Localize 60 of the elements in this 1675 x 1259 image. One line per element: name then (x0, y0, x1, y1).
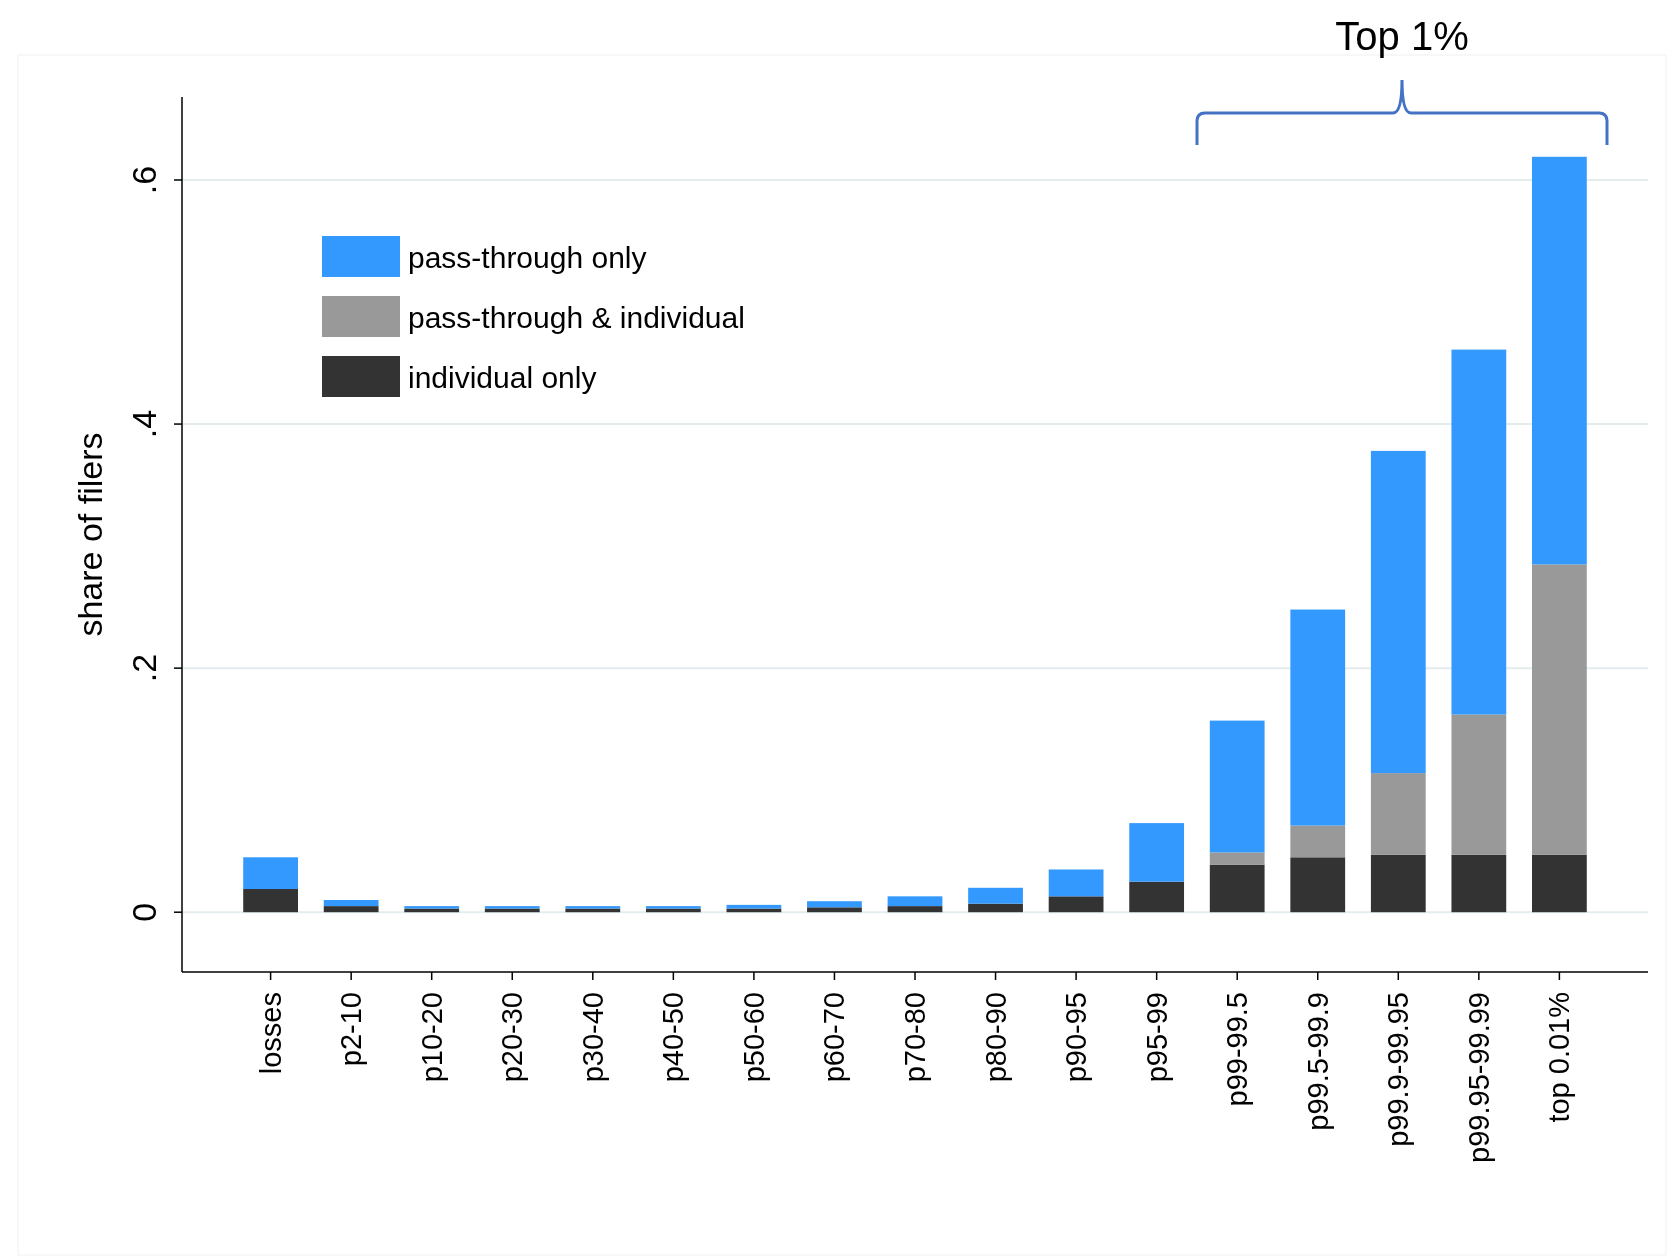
x-tick-label: p99.95-99.99 (1462, 992, 1495, 1163)
bar (968, 903, 1023, 913)
bar (323, 900, 379, 907)
bar (1451, 714, 1507, 855)
y-tick-label: 0 (125, 902, 163, 922)
bar (1370, 773, 1426, 855)
bar (1209, 864, 1265, 913)
x-tick-label: p10-20 (415, 992, 448, 1083)
x-tick-label: p99-99.5 (1221, 992, 1254, 1107)
x-tick-label: p60-70 (818, 992, 851, 1083)
bar (404, 906, 460, 909)
bar (1290, 825, 1346, 858)
bar (243, 857, 298, 890)
bar (1451, 854, 1507, 913)
x-tick-label: p95-99 (1140, 992, 1173, 1083)
legend-label: pass-through & individual (408, 301, 745, 334)
bar (1048, 896, 1104, 913)
bar (323, 906, 379, 913)
legend-label: individual only (408, 361, 597, 394)
bar (1370, 854, 1426, 913)
y-tick-label: .4 (125, 409, 163, 439)
bar (1532, 156, 1587, 565)
y-axis-title: share of filers (71, 432, 109, 637)
bar (1209, 852, 1265, 865)
legend-label: pass-through only (408, 241, 647, 274)
bar (645, 906, 701, 909)
bar (1290, 609, 1346, 826)
x-tick-label: p99.9-99.95 (1382, 992, 1415, 1147)
x-tick-label: p30-40 (576, 992, 609, 1083)
x-tick-label: p70-80 (899, 992, 931, 1083)
x-tick-label: p50-60 (737, 992, 770, 1083)
bar (887, 906, 943, 913)
x-tick-label: p90-95 (1060, 992, 1093, 1083)
bar (1370, 450, 1426, 774)
bar (484, 906, 540, 909)
bar (565, 906, 621, 909)
bar (1290, 857, 1346, 913)
bar (1048, 869, 1104, 897)
x-tick-label: p2-10 (335, 992, 368, 1067)
bar (243, 889, 298, 913)
bar (807, 907, 862, 913)
bar (1532, 854, 1587, 913)
bar (1129, 881, 1185, 913)
x-tick-label: losses (254, 992, 287, 1075)
x-tick-label: top 0.01% (1543, 992, 1576, 1123)
bar (968, 887, 1023, 904)
x-tick-label: p40-50 (657, 992, 690, 1083)
bar (1451, 349, 1507, 715)
bar (807, 901, 862, 908)
x-tick-label: p80-90 (979, 992, 1012, 1083)
text: Top 1% (1335, 14, 1469, 58)
bar (1129, 823, 1185, 882)
bar (1532, 564, 1587, 855)
bar (1209, 720, 1265, 853)
x-tick-label: p99.5-99.9 (1301, 992, 1334, 1131)
x-tick-label: p20-30 (496, 992, 529, 1083)
y-tick-label: .2 (125, 653, 163, 683)
bar (726, 904, 782, 909)
y-tick-label: .6 (125, 165, 163, 195)
bar (887, 896, 943, 907)
